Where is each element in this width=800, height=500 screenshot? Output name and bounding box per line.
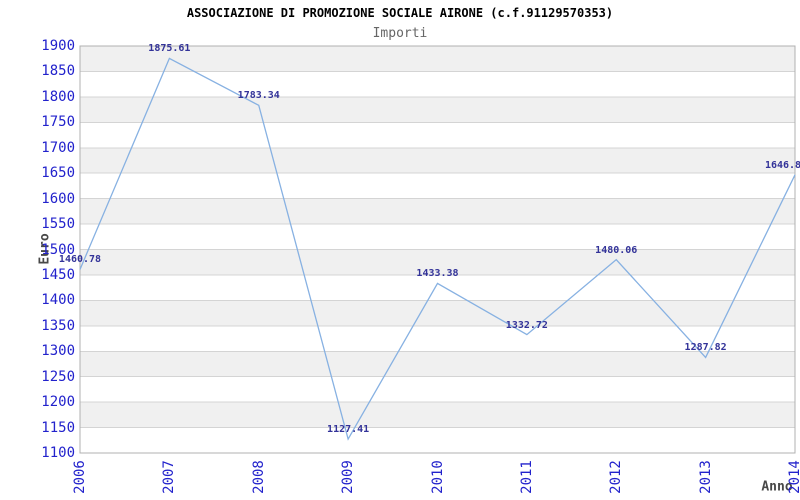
plot-background-band bbox=[80, 71, 795, 97]
data-point-label: 1480.06 bbox=[595, 244, 638, 256]
plot-background-band bbox=[80, 173, 795, 199]
y-tick-label: 1900 bbox=[41, 38, 75, 54]
y-tick-label: 1450 bbox=[41, 266, 75, 283]
chart-title: ASSOCIAZIONE DI PROMOZIONE SOCIALE AIRON… bbox=[186, 6, 614, 20]
plot-background-band bbox=[80, 122, 795, 148]
chart-subtitle: Importi bbox=[372, 26, 428, 41]
data-point-label: 1875.61 bbox=[148, 43, 191, 55]
x-tick-label: 2007 bbox=[161, 460, 178, 494]
x-tick-label: 2012 bbox=[608, 460, 625, 494]
plot-background-band bbox=[80, 96, 795, 123]
plot-background-band bbox=[80, 325, 795, 352]
plot-background-band bbox=[80, 274, 795, 301]
y-tick-label: 1750 bbox=[41, 114, 75, 131]
x-tick-label: 2006 bbox=[72, 460, 88, 494]
x-tick-label: 2008 bbox=[250, 460, 267, 494]
x-tick-label: 2013 bbox=[697, 460, 714, 494]
y-tick-label: 1600 bbox=[41, 190, 75, 207]
plot-background-band bbox=[80, 300, 795, 326]
x-tick-label: 2014 bbox=[787, 460, 800, 494]
data-point-label: 1127.41 bbox=[327, 424, 370, 436]
y-tick-label: 1300 bbox=[41, 343, 75, 360]
y-tick-label: 1250 bbox=[41, 368, 75, 385]
data-point-label: 1646.8 bbox=[764, 159, 800, 171]
y-tick-label: 1150 bbox=[41, 419, 75, 436]
y-tick-label: 1100 bbox=[41, 445, 75, 461]
plot-background-band bbox=[80, 46, 795, 72]
y-tick-label: 1800 bbox=[41, 88, 75, 105]
plot-background-band bbox=[80, 376, 795, 403]
plot-background-band bbox=[80, 402, 795, 428]
y-tick-label: 1700 bbox=[41, 139, 75, 156]
plot-background-band bbox=[80, 224, 795, 250]
data-point-label: 1287.82 bbox=[684, 342, 727, 354]
plot-background-band bbox=[80, 198, 795, 225]
plot-background-band bbox=[80, 249, 795, 275]
y-tick-label: 1500 bbox=[41, 241, 75, 258]
y-tick-label: 1850 bbox=[41, 63, 75, 80]
x-tick-label: 2009 bbox=[340, 460, 357, 494]
data-point-label: 1332.72 bbox=[505, 319, 548, 331]
y-tick-label: 1400 bbox=[41, 292, 75, 309]
x-tick-label: 2011 bbox=[518, 460, 535, 494]
y-tick-label: 1350 bbox=[41, 317, 75, 334]
plot-background-band bbox=[80, 147, 795, 174]
data-line bbox=[79, 57, 796, 441]
y-tick-label: 1550 bbox=[41, 216, 75, 233]
plot-background-band bbox=[80, 351, 795, 377]
x-tick-label: 2010 bbox=[429, 460, 446, 494]
data-point-label: 1433.38 bbox=[416, 268, 459, 280]
plot-border bbox=[79, 45, 796, 454]
x-axis-title: Anno bbox=[761, 479, 793, 495]
plot-background-band bbox=[80, 427, 795, 453]
y-tick-label: 1200 bbox=[41, 394, 75, 411]
data-point-label: 1460.78 bbox=[58, 254, 102, 266]
data-point-label: 1783.34 bbox=[237, 90, 280, 102]
y-tick-label: 1650 bbox=[41, 165, 75, 182]
